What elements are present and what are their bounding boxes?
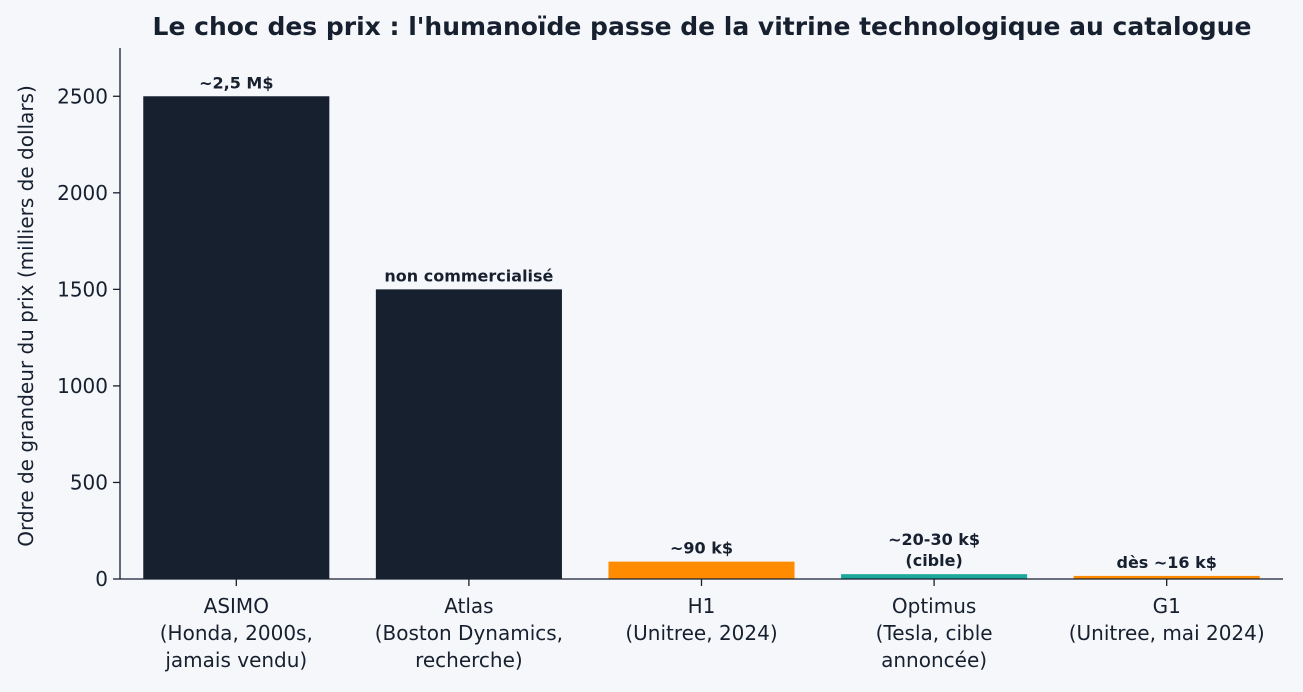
y-tick-label: 0: [95, 567, 108, 591]
x-tick-label: ASIMO (Honda, 2000s, jamais vendu): [160, 594, 313, 672]
y-tick-label: 1500: [57, 277, 108, 301]
y-tick-label: 2000: [57, 181, 108, 205]
y-ticks-group: 0 500 1000 1500 2000 2500: [57, 84, 120, 591]
y-tick-label: 2500: [57, 84, 108, 108]
bar-value-label: non commercialisé: [384, 266, 553, 285]
bar: [143, 96, 330, 579]
y-axis-label: Ordre de grandeur du prix (milliers de d…: [14, 85, 38, 547]
chart-title: Le choc des prix : l'humanoïde passe de …: [153, 12, 1252, 41]
bar-value-label: ~90 k$: [670, 539, 733, 558]
bar: [375, 289, 562, 579]
bar-value-label: ~20-30 k$ (cible): [888, 530, 980, 570]
bar: [1073, 575, 1260, 579]
x-tick-label: H1 (Unitree, 2024): [625, 594, 777, 645]
y-tick-label: 500: [70, 470, 108, 494]
bars-group: ~2,5 M$ non commercialisé ~90 k$ ~20-30 k$(…: [143, 73, 1260, 579]
bar: [608, 561, 795, 579]
x-ticks-group: ASIMO (Honda, 2000s, jamais vendu) Atlas (Bo…: [160, 579, 1265, 672]
x-tick-label: G1 (Unitree, mai 2024): [1069, 594, 1265, 645]
bar: [841, 574, 1028, 579]
bar-value-label: ~2,5 M$: [199, 73, 273, 92]
x-tick-label: Optimus (Tesla, cible annoncée): [876, 594, 993, 672]
x-tick-label: Atlas (Boston Dynamics, recherche): [375, 594, 563, 672]
y-tick-label: 1000: [57, 374, 108, 398]
bar-value-label: dès ~16 k$: [1116, 553, 1216, 572]
